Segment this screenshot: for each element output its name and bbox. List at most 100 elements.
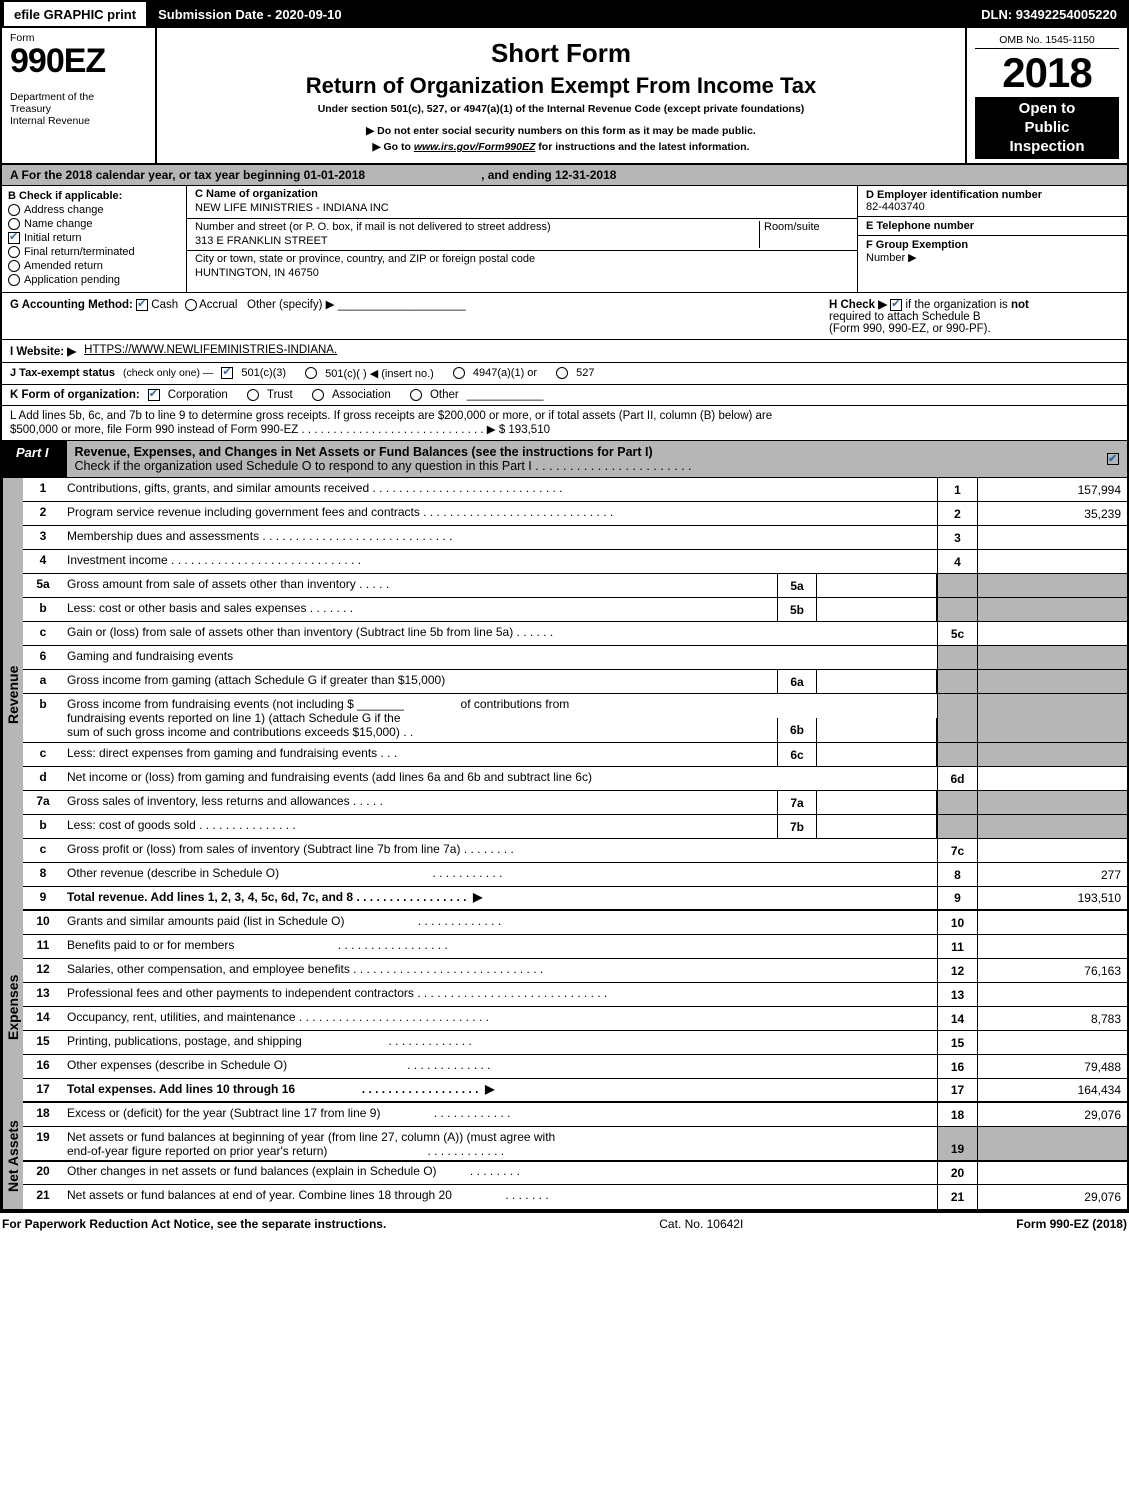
l5c-desc: Gain or (loss) from sale of assets other… (63, 622, 937, 645)
line-6: 6Gaming and fundraising events (23, 646, 1127, 670)
l6b-d2: fundraising events reported on line 1) (… (67, 711, 401, 725)
l8-desc: Other revenue (describe in Schedule O) .… (63, 863, 937, 886)
name-change-check[interactable] (8, 218, 20, 230)
l19-val (977, 1137, 1127, 1160)
part1-sub: Check if the organization used Schedule … (75, 459, 692, 473)
g-label: G Accounting Method: (10, 299, 133, 311)
l15-val (977, 1031, 1127, 1054)
f-label: F Group Exemption (866, 239, 968, 251)
l18-desc: Excess or (deficit) for the year (Subtra… (63, 1103, 937, 1126)
city-label: City or town, state or province, country… (195, 253, 535, 265)
k-trust-check[interactable] (247, 389, 259, 401)
title-short: Short Form (491, 38, 631, 69)
k-trust: Trust (267, 389, 293, 401)
line-10: 10Grants and similar amounts paid (list … (23, 911, 1127, 935)
l20-val (977, 1161, 1127, 1184)
i-value[interactable]: HTTPS://WWW.NEWLIFEMINISTRIES-INDIANA. (84, 344, 337, 356)
l-line1: L Add lines 5b, 6c, and 7b to line 9 to … (10, 410, 1119, 422)
final-return-label: Final return/terminated (24, 246, 135, 258)
part1-title-row: Revenue, Expenses, and Changes in Net As… (67, 441, 1127, 477)
line-19b: 19 (23, 1137, 1127, 1161)
l17-text: Total expenses. Add lines 10 through 16 (67, 1082, 295, 1096)
f-label2: Number ▶ (866, 252, 917, 264)
j-501c3-check[interactable] (221, 367, 233, 379)
l16-desc: Other expenses (describe in Schedule O) … (63, 1055, 937, 1078)
j-527-check[interactable] (556, 367, 568, 379)
l7b-desc: Less: cost of goods sold . . . . . . . .… (63, 815, 777, 838)
expenses-body: 10Grants and similar amounts paid (list … (23, 911, 1127, 1103)
netassets-body: 18Excess or (deficit) for the year (Subt… (23, 1103, 1127, 1209)
line-18: 18Excess or (deficit) for the year (Subt… (23, 1103, 1127, 1127)
h-text1: H Check ▶ (829, 299, 887, 311)
l15-desc: Printing, publications, postage, and shi… (63, 1031, 937, 1054)
addr-change-check[interactable] (8, 204, 20, 216)
d-ein-block: D Employer identification number 82-4403… (858, 186, 1127, 217)
l11-text: Benefits paid to or for members (67, 938, 234, 952)
name-change-label: Name change (24, 218, 93, 230)
dln-label: DLN: 93492254005220 (971, 7, 1127, 22)
block-bcdef: B Check if applicable: Address change Na… (0, 186, 1129, 293)
j-4947-check[interactable] (453, 367, 465, 379)
dept-line2: Treasury (10, 103, 147, 115)
l20-desc: Other changes in net assets or fund bala… (63, 1161, 937, 1184)
h-check-block: H Check ▶ if the organization is not req… (829, 297, 1119, 335)
line-5b: b Less: cost or other basis and sales ex… (23, 598, 1127, 622)
part1-tag: Part I (2, 441, 67, 477)
header-left-col: Form 990EZ Department of the Treasury In… (2, 28, 157, 163)
line-11: 11Benefits paid to or for members . . . … (23, 935, 1127, 959)
col-def: D Employer identification number 82-4403… (857, 186, 1127, 292)
j-4947: 4947(a)(1) or (473, 367, 537, 379)
h-not: not (1008, 299, 1029, 311)
line-12: 12Salaries, other compensation, and empl… (23, 959, 1127, 983)
l10-text: Grants and similar amounts paid (list in… (67, 914, 344, 928)
j-501c-check[interactable] (305, 367, 317, 379)
l16-text: Other expenses (describe in Schedule O) (67, 1058, 287, 1072)
org-name-block: C Name of organization NEW LIFE MINISTRI… (187, 186, 857, 219)
l7a-text: Gross sales of inventory, less returns a… (67, 794, 350, 808)
l21-text: Net assets or fund balances at end of ye… (67, 1188, 452, 1202)
k-corp-check[interactable] (148, 389, 160, 401)
l13-desc: Professional fees and other payments to … (63, 983, 937, 1006)
omb-number: OMB No. 1545-1150 (975, 32, 1119, 49)
l6-desc: Gaming and fundraising events (63, 646, 937, 669)
l13-val (977, 983, 1127, 1006)
l2-val: 35,239 (977, 502, 1127, 525)
l6b-d3: sum of such gross income and contributio… (67, 725, 400, 739)
k-assoc-check[interactable] (312, 389, 324, 401)
initial-return-label: Initial return (24, 232, 81, 244)
addr-change-label: Address change (24, 204, 104, 216)
l5c-val (977, 622, 1127, 645)
k-other: Other (430, 389, 459, 401)
line-6c: c Less: direct expenses from gaming and … (23, 743, 1127, 767)
l6b-pre: Gross income from fundraising events (no… (67, 697, 354, 711)
l3-desc: Membership dues and assessments (63, 526, 937, 549)
part1-check[interactable] (1107, 453, 1119, 465)
note2-link[interactable]: www.irs.gov/Form990EZ (414, 141, 536, 153)
line-17: 17Total expenses. Add lines 10 through 1… (23, 1079, 1127, 1103)
title-main: Return of Organization Exempt From Incom… (306, 73, 817, 99)
g-accrual-check[interactable] (185, 299, 197, 311)
l20-text: Other changes in net assets or fund bala… (67, 1164, 437, 1178)
initial-return-check[interactable] (8, 232, 20, 244)
c-name-label: C Name of organization (195, 188, 318, 200)
street-label: Number and street (or P. O. box, if mail… (195, 221, 551, 233)
l14-val: 8,783 (977, 1007, 1127, 1030)
l21-desc: Net assets or fund balances at end of ye… (63, 1185, 937, 1209)
app-pending-check[interactable] (8, 274, 20, 286)
footer-left: For Paperwork Reduction Act Notice, see … (2, 1217, 386, 1231)
amended-label: Amended return (24, 260, 103, 272)
final-return-check[interactable] (8, 246, 20, 258)
g-cash-check[interactable] (136, 299, 148, 311)
k-other-check[interactable] (410, 389, 422, 401)
submission-date: Submission Date - 2020-09-10 (148, 7, 352, 22)
line-6b: b Gross income from fundraising events (… (23, 694, 1127, 743)
line-6a: a Gross income from gaming (attach Sched… (23, 670, 1127, 694)
room-label: Room/suite (764, 221, 820, 233)
amended-check[interactable] (8, 260, 20, 272)
l4-val (977, 550, 1127, 573)
l6a-desc: Gross income from gaming (attach Schedul… (63, 670, 777, 693)
row-k: K Form of organization: Corporation Trus… (0, 385, 1129, 406)
l9-text: Total revenue. Add lines 1, 2, 3, 4, 5c,… (67, 890, 353, 904)
l4-desc: Investment income (63, 550, 937, 573)
h-checkbox[interactable] (890, 299, 902, 311)
